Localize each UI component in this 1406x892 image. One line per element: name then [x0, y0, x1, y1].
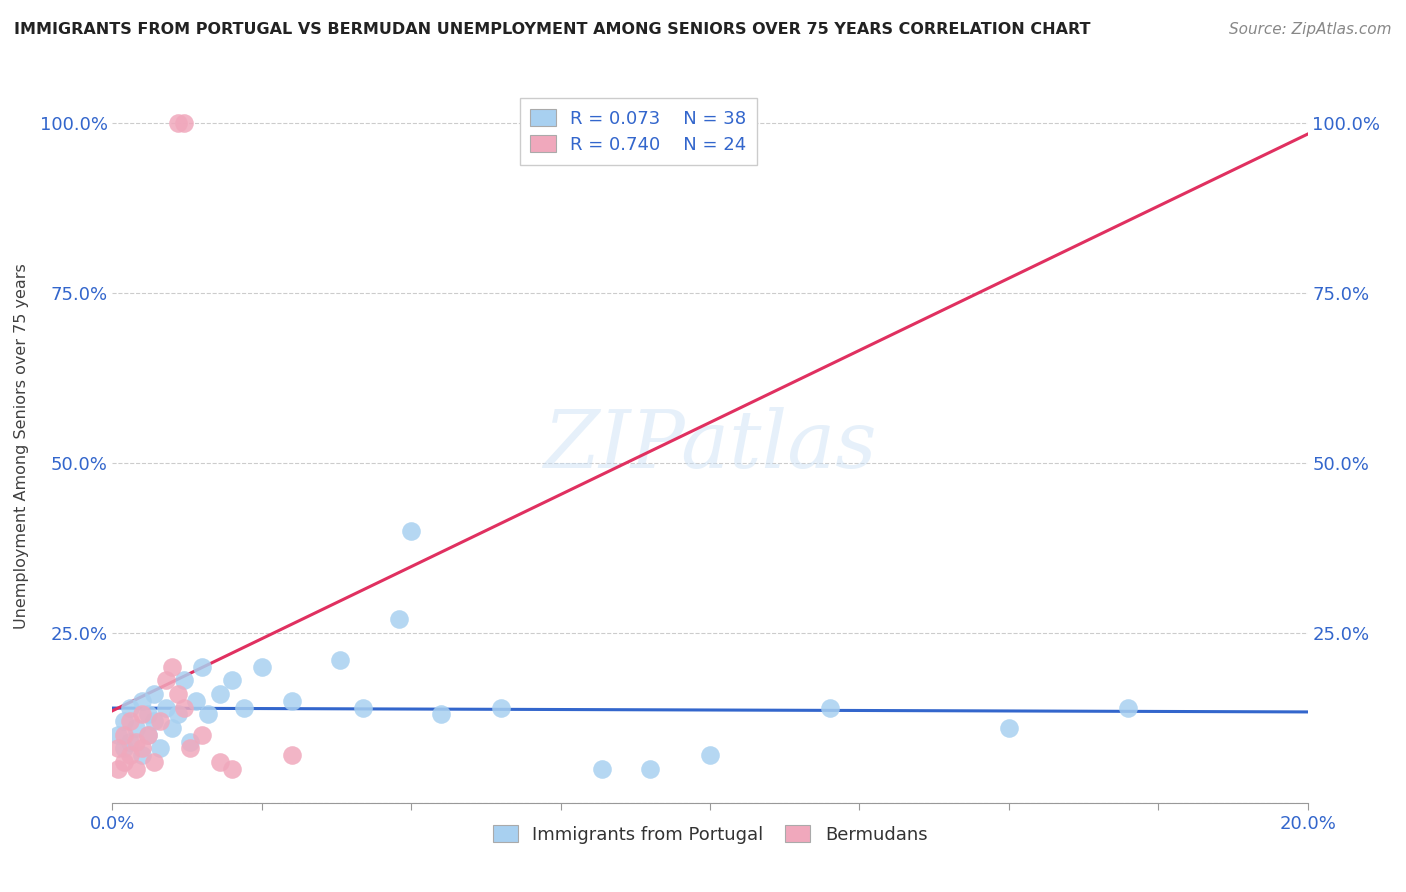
Point: [191, 660, 214, 674]
Point: [149, 714, 172, 729]
Point: [114, 714, 135, 729]
Point: [1118, 700, 1140, 714]
Point: [329, 653, 352, 667]
Point: [250, 660, 273, 674]
Point: [191, 728, 214, 742]
Text: IMMIGRANTS FROM PORTUGAL VS BERMUDAN UNEMPLOYMENT AMONG SENIORS OVER 75 YEARS CO: IMMIGRANTS FROM PORTUGAL VS BERMUDAN UNE…: [14, 22, 1091, 37]
Point: [107, 741, 129, 756]
Point: [640, 762, 662, 776]
Legend: Immigrants from Portugal, Bermudans: Immigrants from Portugal, Bermudans: [485, 818, 935, 851]
Point: [353, 700, 375, 714]
Point: [120, 714, 142, 729]
Point: [186, 694, 208, 708]
Point: [125, 734, 148, 748]
Point: [107, 762, 129, 776]
Point: [131, 694, 153, 708]
Point: [173, 116, 195, 130]
Point: [162, 660, 183, 674]
Point: [197, 707, 219, 722]
Point: [167, 687, 190, 701]
Point: [179, 741, 201, 756]
Point: [138, 728, 160, 742]
Point: [233, 700, 256, 714]
Point: [388, 612, 411, 626]
Point: [138, 707, 160, 722]
Point: [114, 728, 135, 742]
Point: [173, 673, 195, 688]
Point: [221, 762, 243, 776]
Point: [818, 700, 841, 714]
Point: [179, 734, 201, 748]
Point: [162, 721, 183, 735]
Point: [120, 748, 142, 763]
Point: [209, 687, 232, 701]
Point: [120, 734, 142, 748]
Point: [125, 762, 148, 776]
Text: ZIPatlas: ZIPatlas: [543, 408, 877, 484]
Point: [125, 721, 148, 735]
Point: [998, 721, 1021, 735]
Point: [155, 700, 177, 714]
Point: [138, 728, 160, 742]
Point: [221, 673, 243, 688]
Text: Source: ZipAtlas.com: Source: ZipAtlas.com: [1229, 22, 1392, 37]
Point: [120, 700, 142, 714]
Point: [173, 700, 195, 714]
Point: [143, 714, 166, 729]
Point: [430, 707, 453, 722]
Point: [281, 694, 304, 708]
Point: [143, 755, 166, 769]
Point: [143, 687, 166, 701]
Y-axis label: Unemployment Among Seniors over 75 years: Unemployment Among Seniors over 75 years: [14, 263, 28, 629]
Point: [699, 748, 721, 763]
Point: [401, 524, 423, 538]
Point: [155, 673, 177, 688]
Point: [209, 755, 232, 769]
Point: [131, 707, 153, 722]
Point: [114, 741, 135, 756]
Point: [131, 741, 153, 756]
Point: [131, 748, 153, 763]
Point: [592, 762, 614, 776]
Point: [489, 700, 512, 714]
Point: [107, 728, 129, 742]
Point: [281, 748, 304, 763]
Point: [149, 741, 172, 756]
Point: [167, 116, 190, 130]
Point: [114, 755, 135, 769]
Point: [167, 707, 190, 722]
